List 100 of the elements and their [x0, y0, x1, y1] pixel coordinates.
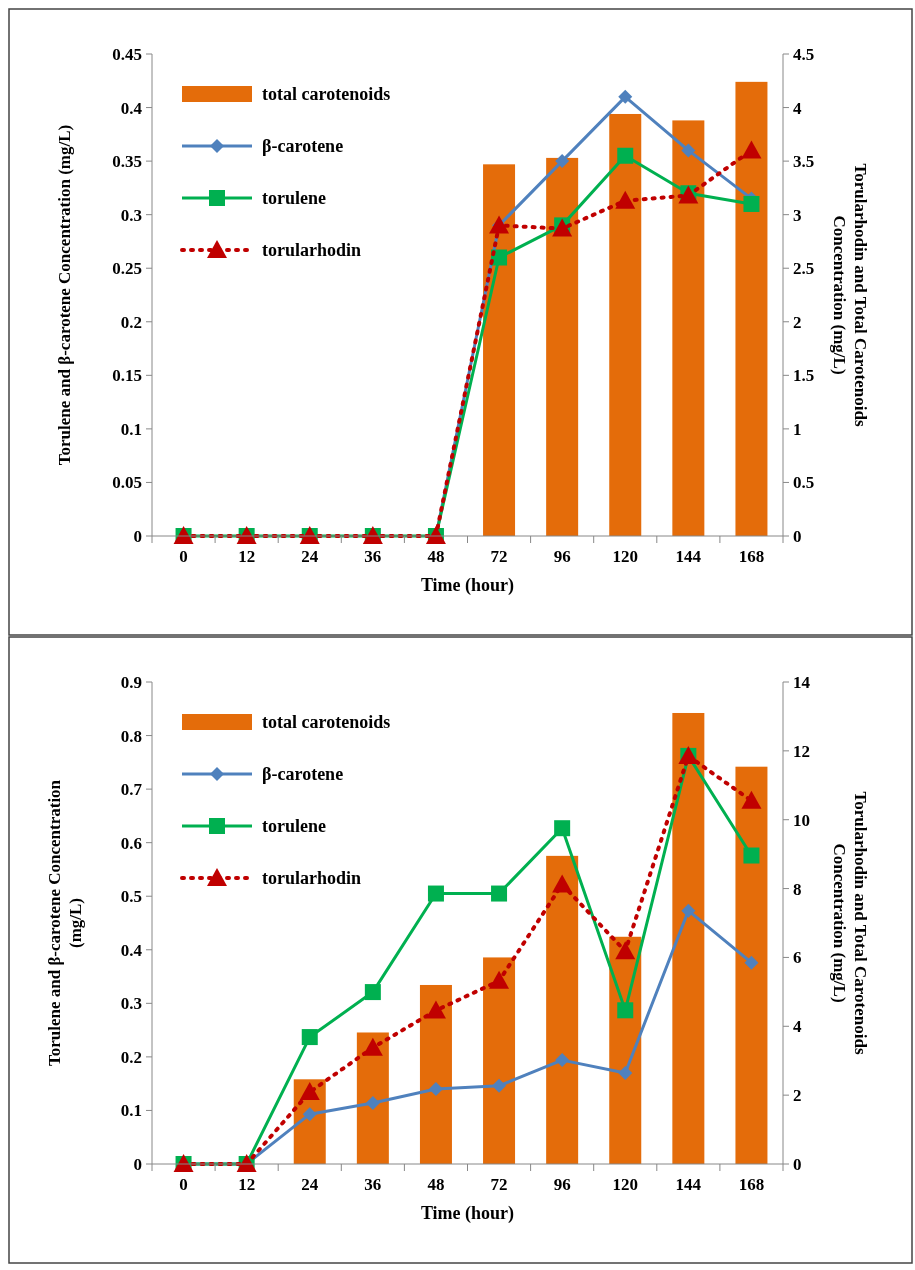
point: [618, 1065, 633, 1080]
y-axis-title: Torulene and β-carotene Concentration (mg/L): [55, 124, 74, 466]
legend-label: torulene: [262, 188, 326, 209]
bar: [483, 957, 516, 1164]
x-tick-label: 96: [553, 547, 571, 566]
x-axis-title: Time (hour): [420, 1203, 515, 1224]
y-tick-label: 0.4: [120, 98, 143, 118]
x-tick-label: 12: [238, 1175, 256, 1194]
point: [741, 790, 762, 809]
point: [617, 147, 634, 164]
x-tick-label: 24: [301, 1175, 319, 1194]
y2-axis-title: Torularhodin and Total Carotenoids Concentration (mg/L): [830, 791, 870, 1055]
x-tick-label: 36: [364, 1175, 382, 1194]
y2-tick-label: 10: [793, 810, 810, 830]
y-tick-label: 0.45: [112, 44, 142, 64]
point: [554, 820, 571, 837]
y2-tick-label: 4.5: [793, 44, 815, 64]
point: [425, 1000, 446, 1019]
y2-tick-label: 3: [793, 205, 802, 225]
point: [427, 885, 444, 902]
point: [555, 1053, 570, 1068]
point: [615, 941, 636, 960]
y-tick-label: 0.1: [120, 1101, 142, 1121]
point: [615, 190, 636, 209]
x-tick-label: 72: [490, 1175, 508, 1194]
y-tick-label: 0.6: [120, 833, 142, 853]
y2-tick-label: 3.5: [793, 152, 815, 172]
x-tick-label: 0: [179, 1175, 188, 1194]
y2-tick-label: 14: [793, 672, 811, 692]
x-tick-label: 48: [427, 1175, 445, 1194]
legend-label: torulene: [262, 816, 326, 837]
x-tick-label: 36: [364, 547, 382, 566]
point: [741, 140, 762, 159]
x-tick-label: 120: [612, 547, 638, 566]
y2-tick-label: 1: [793, 419, 802, 439]
x-tick-label: 72: [490, 547, 508, 566]
y-tick-label: 0.5: [120, 887, 142, 907]
point: [301, 1029, 318, 1046]
y2-axis-title: Torularhodin and Total Carotenoids Concentration (mg/L): [830, 163, 870, 427]
y-tick-label: 0: [133, 526, 142, 546]
point: [618, 89, 633, 104]
x-tick-label: 96: [553, 1175, 571, 1194]
bar: [672, 120, 705, 536]
bar: [672, 712, 705, 1164]
legend-label: total carotenoids: [262, 712, 391, 733]
y2-tick-label: 4: [793, 1017, 802, 1037]
y-tick-label: 0.3: [120, 205, 142, 225]
y-axis-title: Torulene and β-carotene Concentration (mg/L): [45, 779, 85, 1067]
point: [681, 903, 696, 918]
y-tick-label: 0.05: [112, 473, 142, 493]
bar: [735, 766, 768, 1164]
y-tick-label: 0.2: [120, 1047, 142, 1067]
y-tick-label: 0.9: [120, 672, 142, 692]
y-tick-label: 0: [133, 1154, 142, 1174]
point: [489, 970, 510, 989]
point: [428, 1082, 443, 1097]
y-tick-label: 0.2: [120, 312, 142, 332]
point: [744, 955, 759, 970]
x-tick-label: 24: [301, 547, 319, 566]
y2-tick-label: 2: [793, 312, 802, 332]
point: [681, 143, 696, 158]
bar: [609, 113, 642, 536]
y-tick-label: 0.4: [120, 940, 143, 960]
x-tick-label: 168: [738, 1175, 765, 1194]
x-tick-label: 0: [179, 547, 188, 566]
bar: [735, 81, 768, 536]
bar: [546, 157, 579, 536]
y-tick-label: 0.15: [112, 366, 142, 386]
x-tick-label: 168: [738, 547, 765, 566]
bar: [546, 855, 579, 1164]
x-tick-label: 144: [675, 547, 702, 566]
point: [617, 1002, 634, 1019]
point: [552, 874, 573, 893]
x-tick-label: 12: [238, 547, 256, 566]
legend-label: torularhodin: [262, 240, 362, 261]
legend-label: total carotenoids: [262, 84, 391, 105]
bar: [356, 1032, 389, 1164]
y-tick-label: 0.3: [120, 994, 142, 1014]
x-tick-label: 144: [675, 1175, 702, 1194]
point: [299, 1082, 320, 1101]
point: [362, 1037, 383, 1056]
y-tick-label: 0.35: [112, 152, 142, 172]
point: [743, 195, 760, 212]
point: [365, 1095, 380, 1110]
y2-tick-label: 0: [793, 526, 802, 546]
y-tick-label: 0.25: [112, 259, 142, 279]
y2-tick-label: 12: [793, 741, 810, 761]
point: [555, 154, 570, 169]
legend-label: β-carotene: [262, 764, 344, 785]
x-tick-label: 48: [427, 547, 445, 566]
y2-tick-label: 6: [793, 948, 802, 968]
point: [364, 984, 381, 1001]
y2-tick-label: 2: [793, 1086, 802, 1106]
x-tick-label: 120: [612, 1175, 638, 1194]
point: [302, 1107, 317, 1122]
y2-tick-label: 0.5: [793, 473, 815, 493]
bar: [483, 164, 516, 536]
y2-tick-label: 0: [793, 1154, 802, 1174]
y-tick-label: 0.7: [120, 780, 143, 800]
point: [743, 847, 760, 864]
